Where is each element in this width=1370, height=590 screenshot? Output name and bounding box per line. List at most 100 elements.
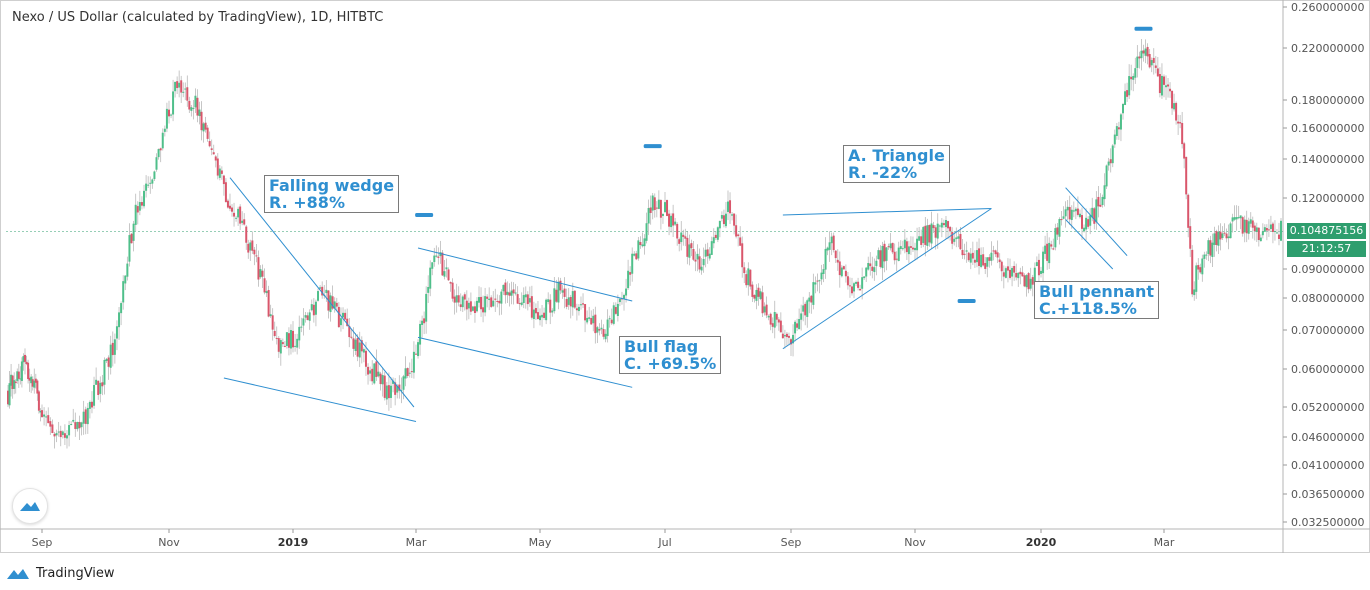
candle-body xyxy=(524,294,527,298)
candle-body xyxy=(551,310,554,313)
candle xyxy=(24,348,26,375)
time-axis: Sep Nov 2019 Mar May Jul Sep Nov 2020 Mar xyxy=(32,529,1175,549)
candle xyxy=(404,356,407,387)
candle-body xyxy=(988,257,991,261)
candle-body xyxy=(216,158,219,176)
candle-body xyxy=(463,294,466,300)
candle xyxy=(629,266,632,286)
annotation-result: C. +69.5% xyxy=(624,354,717,373)
candle xyxy=(963,243,966,260)
candle xyxy=(763,302,766,316)
candle xyxy=(684,228,687,247)
candle xyxy=(431,262,434,276)
candle-body xyxy=(668,213,671,227)
candle xyxy=(118,306,121,340)
candle xyxy=(922,225,925,248)
candle xyxy=(975,241,978,268)
candle xyxy=(1097,186,1100,218)
candle xyxy=(377,362,380,378)
candle-body xyxy=(1132,76,1135,80)
price-tick-label: 0.140000000 xyxy=(1291,153,1364,166)
candle xyxy=(1083,224,1086,233)
candle-body xyxy=(398,384,401,391)
candle-body xyxy=(543,312,546,318)
candle xyxy=(120,301,123,326)
candle xyxy=(996,240,999,264)
candle-body xyxy=(828,242,831,250)
pattern-lines-layer xyxy=(223,177,1128,423)
candle-body xyxy=(1215,231,1218,246)
candle xyxy=(65,430,68,449)
candle-body xyxy=(555,289,558,302)
candle xyxy=(924,217,927,257)
candle xyxy=(1271,221,1274,244)
candle xyxy=(1134,57,1137,84)
candle-body xyxy=(670,215,673,228)
candle xyxy=(267,285,270,318)
candle xyxy=(143,184,146,209)
candle-body xyxy=(712,237,715,244)
candle xyxy=(310,299,313,312)
candle xyxy=(1193,281,1196,301)
candle-body xyxy=(194,95,197,108)
candle-body xyxy=(1211,242,1214,257)
candle-body xyxy=(7,390,9,405)
candle xyxy=(1062,206,1065,220)
candle xyxy=(1017,272,1020,287)
candle xyxy=(498,295,501,316)
candle-body xyxy=(787,335,790,338)
candle xyxy=(194,88,197,113)
candle xyxy=(747,262,750,296)
candle xyxy=(1207,237,1210,262)
price-axis: 0.260000000 0.220000000 0.180000000 0.16000… xyxy=(1283,1,1364,529)
candle-body xyxy=(314,301,317,315)
candle xyxy=(828,231,831,262)
candle-body xyxy=(879,250,882,267)
candle-body xyxy=(186,87,189,101)
candle xyxy=(406,367,409,379)
candle xyxy=(475,297,478,313)
candle-body xyxy=(471,306,474,311)
candle xyxy=(208,131,211,148)
candle xyxy=(1002,265,1005,289)
candle-body xyxy=(1004,268,1007,278)
candle-body xyxy=(949,226,952,232)
candle xyxy=(694,251,697,272)
brand-footer[interactable]: TradingView xyxy=(6,564,115,582)
candle-body xyxy=(115,326,118,339)
candle xyxy=(567,288,570,310)
candle xyxy=(275,326,278,345)
candle xyxy=(182,82,185,98)
candle-body xyxy=(1040,270,1042,274)
candle-body xyxy=(759,291,762,299)
candle xyxy=(188,96,191,114)
candle-body xyxy=(435,255,438,257)
candle xyxy=(300,317,303,333)
candle-body xyxy=(155,157,158,170)
candle xyxy=(680,221,683,251)
candle-body xyxy=(302,318,305,326)
candle xyxy=(670,213,673,233)
candle xyxy=(467,297,470,320)
price-tick-label: 0.180000000 xyxy=(1291,94,1364,107)
candle xyxy=(34,373,37,389)
candle-body xyxy=(1025,275,1028,288)
candle xyxy=(1189,218,1192,258)
candle xyxy=(245,224,248,250)
candle xyxy=(296,333,299,355)
candle-body xyxy=(1097,196,1100,207)
candle-body xyxy=(637,240,640,259)
candle xyxy=(1138,51,1141,69)
candle-body xyxy=(702,258,705,266)
candle-body xyxy=(765,304,768,316)
candle-body xyxy=(1083,227,1086,232)
candle-body xyxy=(612,305,615,324)
tradingview-logo-button[interactable] xyxy=(12,488,48,524)
candle xyxy=(461,295,464,313)
candle-body xyxy=(257,257,260,280)
candle xyxy=(1275,228,1278,234)
candle-body xyxy=(445,267,448,270)
candle-body xyxy=(980,254,983,267)
candle-body xyxy=(1048,242,1051,264)
